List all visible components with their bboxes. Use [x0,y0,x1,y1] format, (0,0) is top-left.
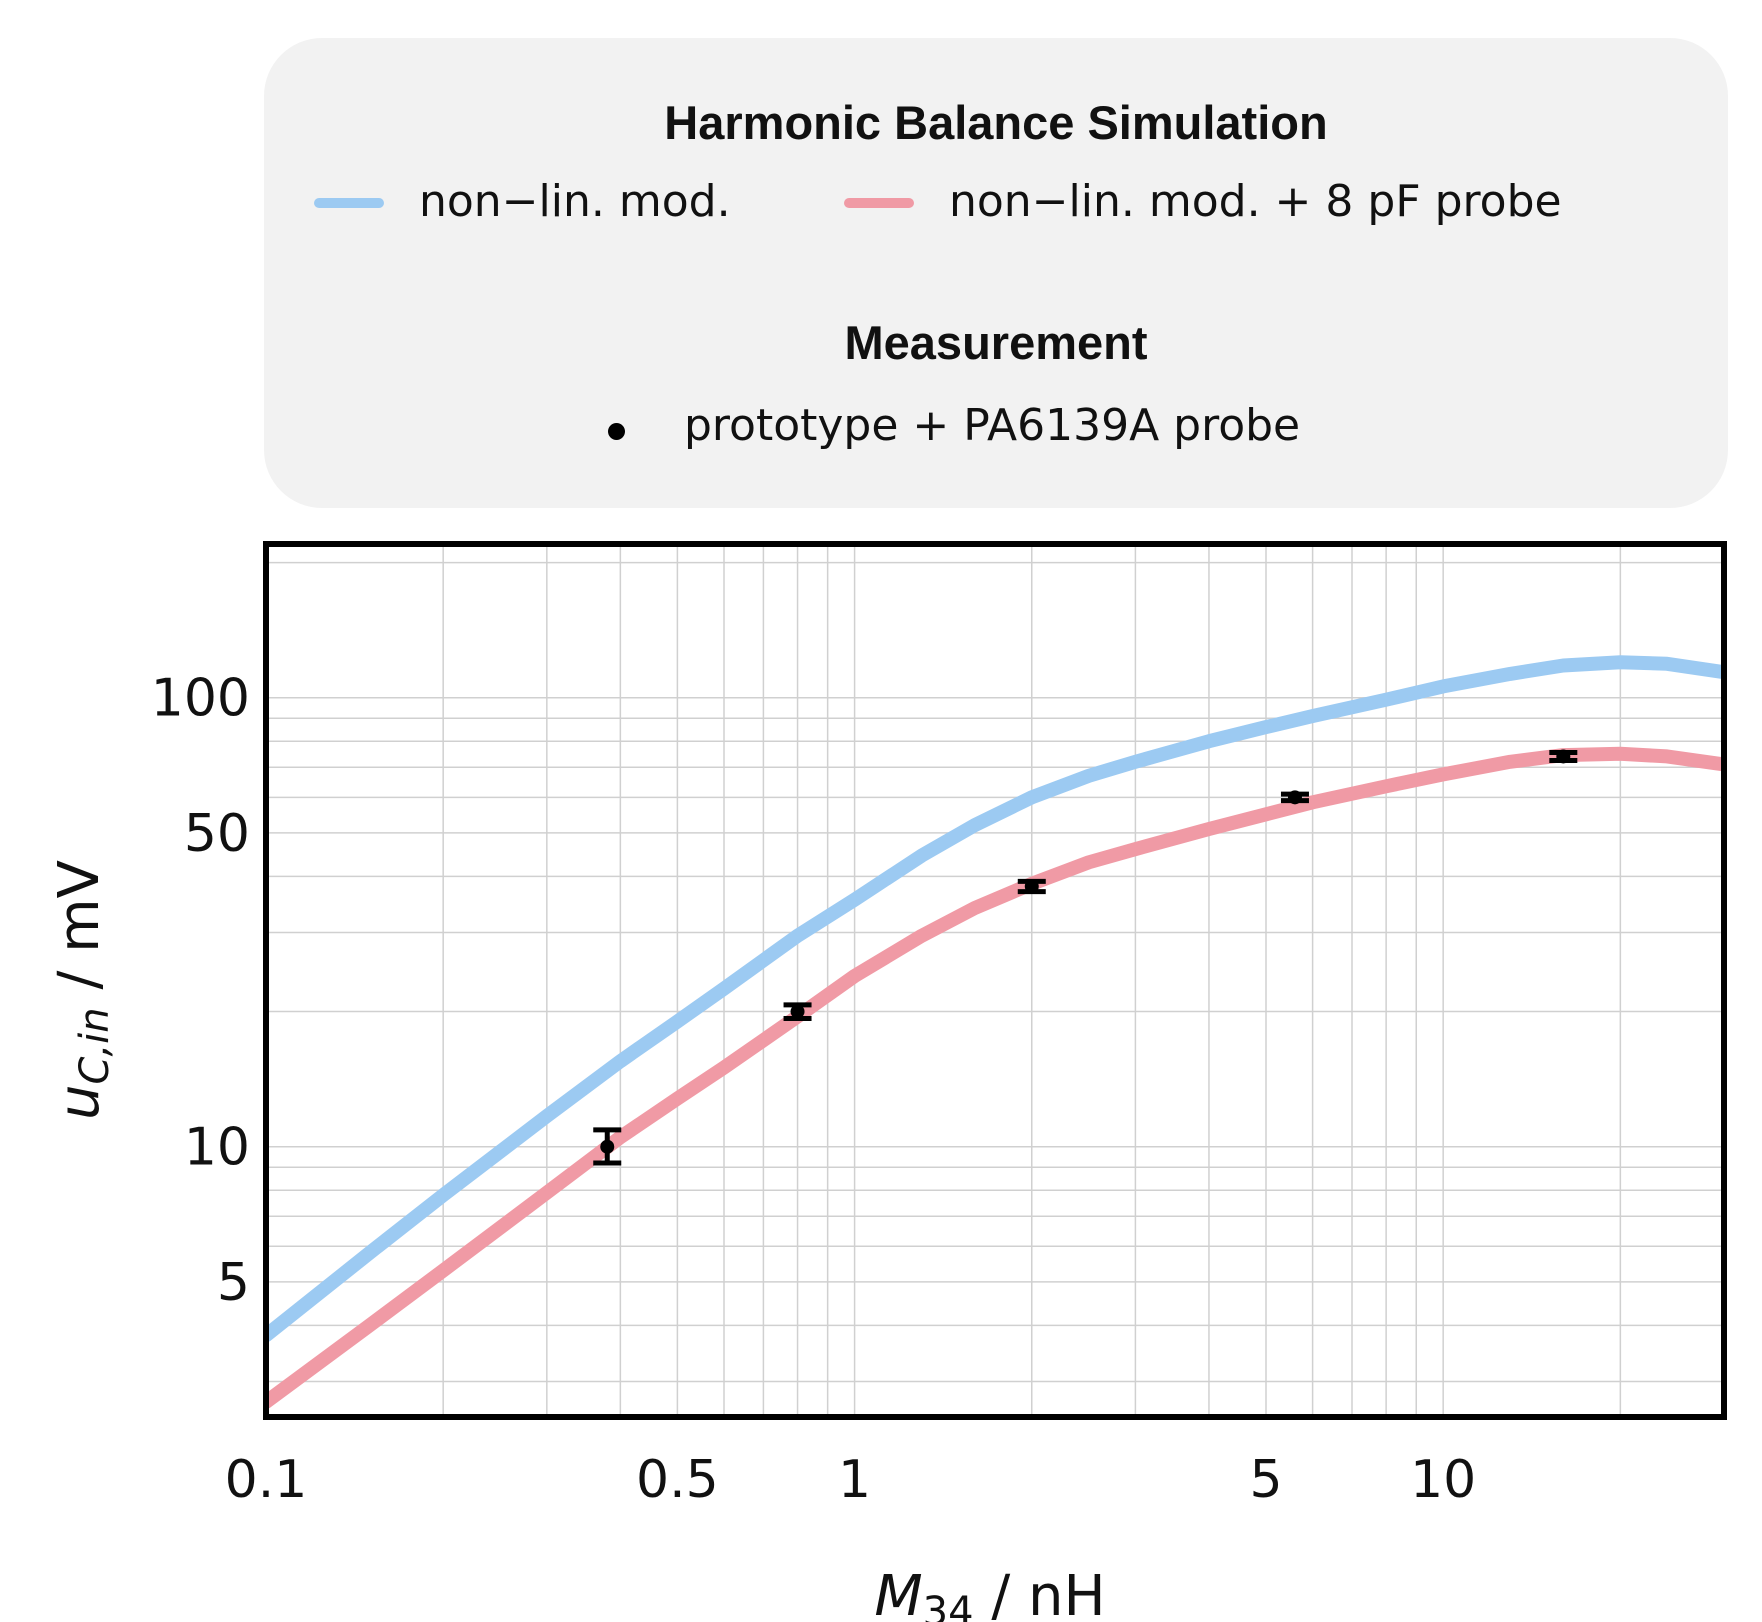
legend-simulation-heading: Harmonic Balance Simulation [664,96,1328,149]
legend-measurement-label: prototype + PA6139A probe [684,400,1301,451]
y-tick-label-1: 10 [184,1118,250,1178]
x-tick-label-1: 0.5 [636,1450,719,1510]
legend-series2-label: non−lin. mod. + 8 pF probe [949,176,1562,227]
plot-frame [263,541,1727,1420]
legend-measurement-marker [608,423,625,440]
measurement-point-0 [593,1127,622,1166]
y-tick-label-2: 50 [184,804,250,864]
x-tick-label-3: 5 [1249,1450,1282,1510]
x-tick-labels: 0.1 0.5 1 5 10 [225,1450,1477,1510]
measurement-points [593,749,1578,1166]
x-tick-label-2: 1 [838,1450,871,1510]
legend-series1-swatch [314,198,384,208]
y-tick-label-0: 5 [217,1253,250,1313]
legend-series2-swatch [844,198,914,208]
series-line-non-lin-mod [266,655,1724,1343]
series-line-non-lin-mod-8pf-probe [266,746,1724,1409]
y-tick-labels: 5 10 50 100 [151,669,250,1313]
x-tick-label-4: 10 [1410,1450,1476,1510]
legend-series1-label: non−lin. mod. [419,176,731,227]
x-tick-label-0: 0.1 [225,1450,308,1510]
grid-lines [265,544,1725,1417]
y-tick-label-3: 100 [151,669,250,729]
legend-measurement-heading: Measurement [844,316,1148,369]
measurement-point-4 [1549,749,1578,764]
y-axis-label: uC,in / mV [47,860,118,1120]
measurement-dot-2 [1024,879,1039,894]
measurement-dot-4 [1556,749,1571,764]
measurement-point-3 [1280,790,1309,805]
measurement-point-1 [783,1002,812,1021]
x-axis-label: M34 / nH [874,1564,1105,1622]
measurement-dot-1 [790,1004,805,1019]
measurement-dot-3 [1287,790,1302,805]
legend-box: Harmonic Balance Simulation non−lin. mod… [264,38,1728,508]
measurement-point-2 [1017,878,1046,895]
measurement-dot-0 [600,1139,615,1154]
